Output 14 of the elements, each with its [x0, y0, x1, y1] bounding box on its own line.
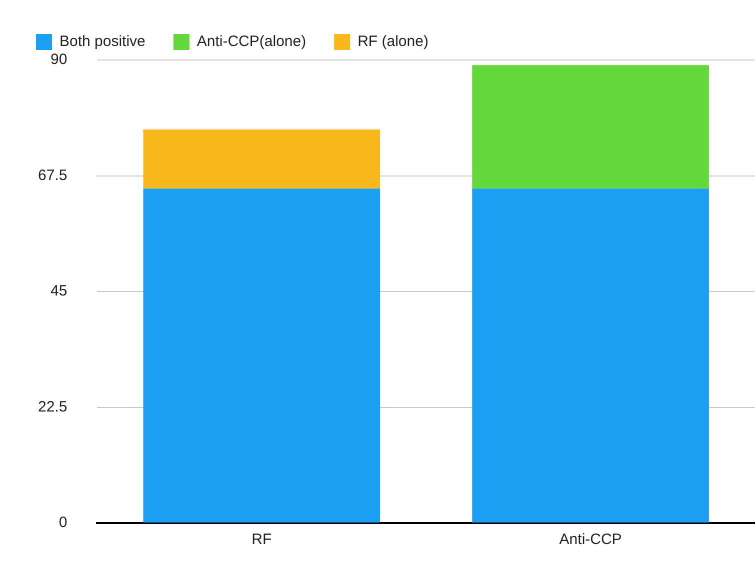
bar: [143, 188, 380, 522]
bar: [472, 188, 709, 522]
bar: [143, 129, 380, 189]
y-tick-label: 0: [58, 514, 68, 532]
y-tick-label: 22.5: [38, 398, 68, 416]
bar: [472, 65, 709, 189]
y-tick-label: 90: [50, 51, 68, 68]
y-tick-label: 45: [50, 282, 68, 300]
legend-label: RF (alone): [358, 33, 428, 50]
legend-label: Anti-CCP(alone): [196, 33, 306, 50]
legend-label: Both positive: [60, 33, 146, 50]
x-tick-label: Anti-CCP: [559, 531, 622, 548]
y-tick-label: 67.5: [38, 166, 68, 184]
x-tick-label: RF: [252, 531, 272, 548]
